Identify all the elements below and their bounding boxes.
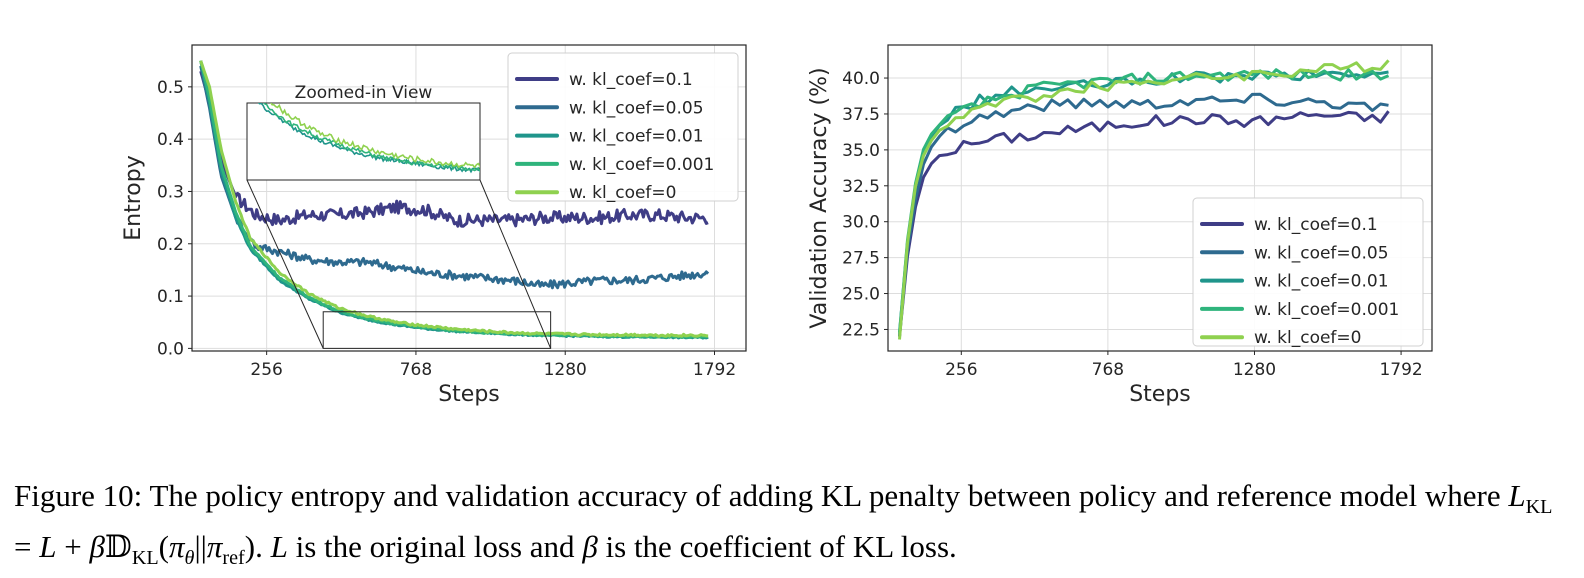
legend-label: w. kl_coef=0.1	[1254, 215, 1378, 235]
figure: 256 768 1280 1792 0.0 0.1 0.2 0.3 0.4 0.5 Steps Ent…	[121, 44, 1433, 407]
caption-math-beta: β	[89, 529, 105, 565]
legend-label: w. kl_coef=0.01	[569, 127, 704, 147]
legend-label: w. kl_coef=0.01	[1254, 272, 1389, 292]
y-axis-label: Validation Accuracy (%)	[807, 67, 832, 328]
caption-math-lparen: (	[158, 529, 169, 565]
x-tick-label: 1280	[544, 360, 587, 380]
caption-text-1: Figure 10: The policy entropy and valida…	[14, 478, 1509, 513]
legend-box	[1192, 197, 1424, 347]
x-tick-label: 256	[945, 360, 977, 380]
caption-math-rparen: )	[244, 529, 256, 565]
legend-label: w. kl_coef=0.001	[1254, 300, 1399, 320]
accuracy-series-line	[898, 92, 1389, 337]
caption-math-plus: +	[56, 529, 90, 565]
legend-label: w. kl_coef=0	[1254, 328, 1361, 348]
inset-connector-left	[246, 179, 324, 349]
y-tick-label: 27.5	[842, 249, 880, 269]
y-tick-label: 0.5	[157, 78, 184, 98]
legend-label: w. kl_coef=0.1	[569, 70, 693, 90]
figure-caption: Figure 10: The policy entropy and valida…	[14, 476, 1574, 578]
y-tick-label: 32.5	[842, 177, 880, 197]
caption-math-pi2: π	[206, 529, 223, 565]
y-tick-label: 22.5	[842, 320, 880, 340]
caption-math-L2: L	[39, 529, 57, 565]
caption-math-ref: ref	[222, 547, 245, 570]
y-tick-label: 0.0	[157, 339, 184, 359]
x-axis-label: Steps	[1129, 382, 1191, 407]
y-tick-label: 0.1	[157, 287, 184, 307]
y-tick-label: 0.4	[157, 130, 184, 150]
legend-label: w. kl_coef=0.05	[569, 98, 704, 118]
caption-math-beta2: β	[582, 529, 598, 565]
plot-frame	[191, 44, 747, 352]
entropy-series-line	[199, 60, 709, 338]
caption-math-theta: θ	[184, 547, 195, 570]
caption-text-4: is the coefficient of KL loss.	[597, 529, 957, 565]
caption-math-D: 𝔻	[104, 529, 132, 565]
y-axis-label: Entropy	[121, 155, 146, 240]
legend-label: w. kl_coef=0.001	[569, 155, 714, 175]
zoom-region-box	[322, 311, 552, 349]
inset-series-group	[257, 103, 480, 174]
x-tick-label: 1792	[693, 360, 736, 380]
caption-text-2: .	[255, 529, 271, 565]
legend-label: w. kl_coef=0.05	[1254, 243, 1389, 263]
caption-math-bars: ||	[194, 529, 207, 565]
y-tick-label: 35.0	[842, 141, 880, 161]
x-tick-label: 1280	[1233, 360, 1276, 380]
entropy-series-line	[199, 65, 710, 290]
inset-series-line	[270, 103, 480, 169]
accuracy-series-line	[898, 110, 1390, 337]
plot-frame	[887, 44, 1433, 352]
x-tick-label: 768	[400, 360, 432, 380]
caption-math-L: L	[1508, 478, 1526, 513]
caption-math-pi: π	[169, 529, 185, 565]
legend-label: w. kl_coef=0	[569, 183, 676, 203]
x-axis-label: Steps	[438, 382, 500, 407]
caption-math-kl-sub2: KL	[131, 547, 159, 570]
y-tick-label: 30.0	[842, 213, 880, 233]
y-tick-label: 0.2	[157, 235, 184, 255]
y-tick-label: 0.3	[157, 182, 184, 202]
x-tick-label: 768	[1092, 360, 1124, 380]
x-tick-label: 256	[250, 360, 282, 380]
entropy-series-group	[199, 60, 710, 340]
accuracy-series-line	[898, 59, 1390, 340]
caption-math-L3: L	[270, 529, 288, 565]
inset-connector-right	[479, 179, 552, 349]
y-tick-label: 25.0	[842, 285, 880, 305]
entropy-series-line	[199, 70, 709, 228]
caption-math-eq: =	[14, 529, 40, 565]
y-tick-label: 40.0	[842, 69, 880, 89]
caption-math-kl-sub: KL	[1525, 496, 1553, 519]
legend-box	[507, 52, 739, 202]
accuracy-series-group	[898, 59, 1390, 340]
x-tick-label: 1792	[1379, 360, 1422, 380]
inset-title: Zoomed-in View	[295, 83, 433, 103]
caption-text-3: is the original loss and	[287, 529, 583, 565]
y-tick-label: 37.5	[842, 105, 880, 125]
